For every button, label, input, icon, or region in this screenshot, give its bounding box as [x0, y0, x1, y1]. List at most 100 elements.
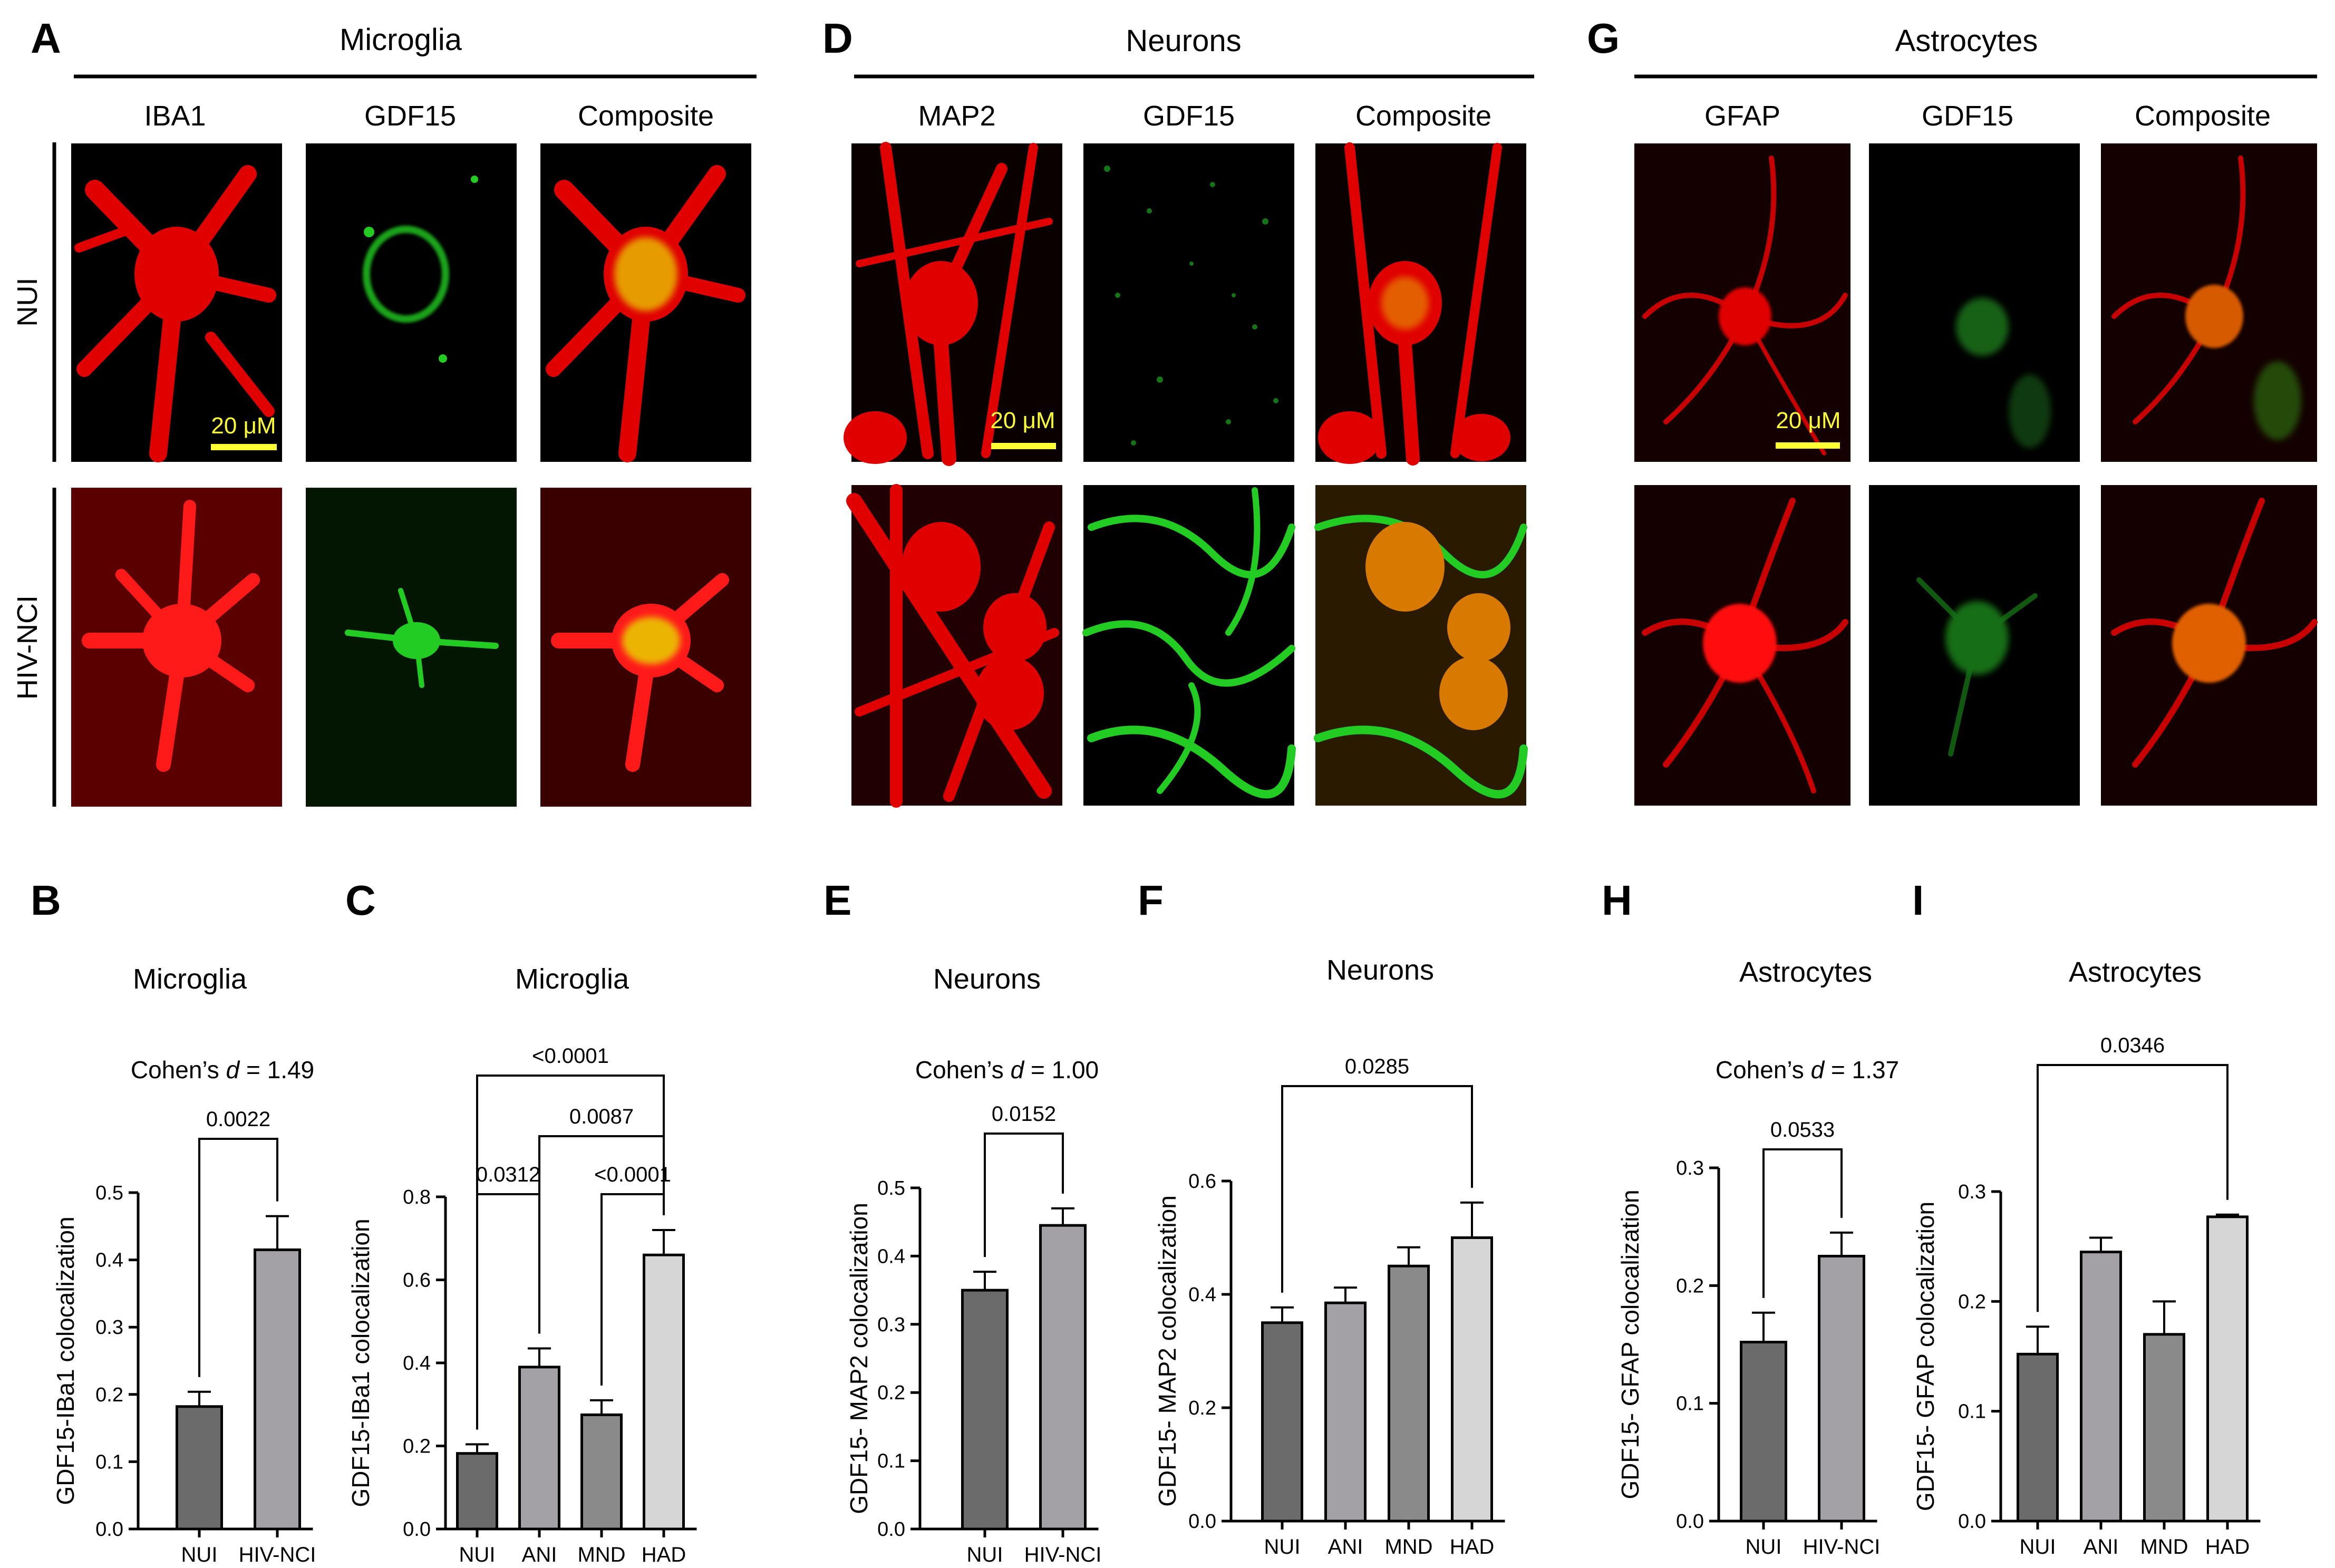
- p-value-label: 0.0022: [206, 1108, 270, 1131]
- column-label-gdf15: GDF15: [364, 100, 456, 132]
- y-tick-label: 0.1: [1958, 1401, 1986, 1423]
- y-tick-label: 0.0: [403, 1518, 431, 1541]
- micrograph-map2-hiv-nci: [846, 484, 1062, 808]
- p-value-label: 0.0285: [1345, 1055, 1409, 1078]
- bar-ani: [2080, 1251, 2122, 1523]
- bar-hiv-nci: [1039, 1224, 1087, 1531]
- y-tick-label: 0.0: [877, 1518, 905, 1541]
- chart-panel-b: B Microglia Cohen’s d = 1.49 0.0 0.1 0.2 0.…: [31, 877, 316, 1566]
- micrograph-composite-neurons-hiv-nci: [1314, 485, 1528, 806]
- column-label-map2: MAP2: [918, 100, 995, 132]
- micrograph-map2-nui: 20 μM: [844, 142, 1062, 466]
- y-tick-label: 0.2: [403, 1436, 431, 1458]
- bar-nui: [1740, 1341, 1787, 1523]
- y-tick-label: 0.3: [95, 1317, 123, 1339]
- y-tick-label: 0.6: [1188, 1170, 1216, 1193]
- chart-panel-i: I Astrocytes 0.0 0.1 0.2 0.3 GDF15- GFAP col…: [1912, 877, 2261, 1559]
- y-tick-label: 0.3: [1676, 1157, 1704, 1179]
- x-tick-label: NUI: [459, 1543, 496, 1566]
- y-tick-label: 0.8: [403, 1186, 431, 1208]
- micrograph-gdf15-microglia-nui: [306, 143, 517, 462]
- y-tick-label: 0.0: [1676, 1511, 1704, 1533]
- chart-panel-f: F Neurons 0.0 0.2 0.4 0.6 GDF15- MAP2 coloca…: [1138, 877, 1505, 1559]
- micrograph-composite-microglia-hiv-nci: [540, 488, 751, 807]
- y-axis-label: GDF15-IBa1 colocalization: [347, 1218, 374, 1507]
- y-tick-label: 0.5: [877, 1177, 905, 1199]
- x-tick-label: HAD: [1450, 1535, 1494, 1559]
- effect-size-label: Cohen’s d = 1.37: [1716, 1056, 1899, 1083]
- micrograph-gdf15-microglia-hiv-nci: [306, 488, 517, 807]
- chart-title: Microglia: [133, 963, 247, 995]
- micrograph-iba1-nui: 20 μM: [71, 143, 282, 462]
- micrograph-gdf15-neurons-nui: [1083, 143, 1294, 462]
- row-label-hiv-nci: HIV-NCI: [12, 595, 43, 700]
- micrograph-gdf15-astrocytes-nui: [1869, 143, 2080, 462]
- x-tick-label: NUI: [1746, 1535, 1782, 1559]
- y-tick-label: 0.4: [877, 1245, 905, 1267]
- micrograph-gdf15-neurons-hiv-nci: [1082, 485, 1296, 806]
- y-tick-label: 0.5: [95, 1182, 123, 1204]
- chart-title: Microglia: [515, 963, 629, 995]
- chart-title: Astrocytes: [2069, 956, 2202, 988]
- chart-panel-e: E Neurons Cohen’s d = 1.00 0.0 0.1 0.2 0.3 0…: [823, 877, 1101, 1566]
- chart-title: Neurons: [933, 963, 1041, 995]
- panel-letter-g: G: [1587, 15, 1620, 62]
- y-tick-label: 0.2: [1188, 1397, 1216, 1419]
- micrograph-gdf15-astrocytes-hiv-nci: [1869, 485, 2080, 806]
- scalebar-label: 20 μM: [211, 413, 276, 439]
- y-tick-label: 0.2: [877, 1382, 905, 1404]
- bar-had: [2206, 1215, 2249, 1523]
- x-tick-label: HIV-NCI: [239, 1543, 316, 1566]
- bar-ani: [518, 1366, 560, 1531]
- chart-panel-h: H Astrocytes Cohen’s d = 1.37 0.0 0.1 0.2 0…: [1602, 877, 1899, 1559]
- micrograph-composite-microglia-nui: [540, 143, 751, 462]
- panel-a-group: A Microglia IBA1 GDF15 Composite NUI HIV…: [12, 15, 757, 807]
- panel-g-group: G Astrocytes GFAP GDF15 Composite 20 μM: [1587, 15, 2318, 806]
- bar-mnd: [580, 1413, 623, 1531]
- x-tick-label: NUI: [2020, 1535, 2056, 1559]
- significance-bracket: [1762, 1148, 1843, 1298]
- x-tick-label: HIV-NCI: [1024, 1543, 1102, 1566]
- p-value-label: 0.0312: [476, 1163, 540, 1186]
- significance-bracket: [2037, 1064, 2229, 1312]
- x-tick-label: ANI: [2084, 1535, 2119, 1559]
- row-label-nui: NUI: [12, 278, 43, 327]
- panel-letter-b: B: [31, 877, 61, 924]
- p-value-label: <0.0001: [594, 1163, 671, 1186]
- y-tick-label: 0.1: [1676, 1393, 1704, 1415]
- significance-bracket: [1281, 1085, 1473, 1293]
- section-title-microglia: Microglia: [340, 23, 462, 57]
- y-tick-label: 0.3: [1958, 1181, 1986, 1203]
- y-tick-label: 0.2: [95, 1384, 123, 1406]
- scalebar-label: 20 μM: [990, 408, 1055, 433]
- micrograph-composite-astrocytes-hiv-nci: [2101, 485, 2318, 806]
- column-label-gdf15-neurons: GDF15: [1143, 100, 1235, 132]
- column-label-composite: Composite: [578, 100, 714, 132]
- panel-letter-h: H: [1602, 877, 1632, 924]
- column-label-composite-neurons: Composite: [1355, 100, 1491, 132]
- column-label-iba1: IBA1: [144, 100, 206, 132]
- effect-size-label: Cohen’s d = 1.49: [131, 1056, 314, 1083]
- bar-nui: [961, 1289, 1009, 1531]
- bar-ani: [1324, 1301, 1367, 1523]
- micrograph-gfap-hiv-nci: [1634, 485, 1850, 806]
- significance-bracket: [984, 1133, 1064, 1257]
- chart-title: Neurons: [1326, 954, 1434, 986]
- section-title-astrocytes: Astrocytes: [1895, 24, 2038, 58]
- x-tick-label: MND: [2140, 1535, 2188, 1559]
- y-tick-label: 0.6: [403, 1270, 431, 1292]
- panel-letter-i: I: [1912, 877, 1924, 924]
- panel-letter-e: E: [823, 877, 851, 924]
- bar-nui: [1261, 1321, 1303, 1523]
- p-value-label: 0.0152: [992, 1102, 1056, 1126]
- panel-letter-d: D: [822, 15, 853, 62]
- scalebar-label: 20 μM: [1776, 408, 1840, 433]
- bar-nui: [2017, 1352, 2059, 1523]
- effect-size-label: Cohen’s d = 1.00: [915, 1056, 1099, 1083]
- y-axis-label: GDF15- GFAP colocalization: [1616, 1189, 1644, 1499]
- bar-mnd: [2143, 1333, 2185, 1523]
- panel-letter-f: F: [1138, 877, 1164, 924]
- bar-nui: [176, 1405, 223, 1531]
- y-tick-label: 0.4: [1188, 1284, 1216, 1306]
